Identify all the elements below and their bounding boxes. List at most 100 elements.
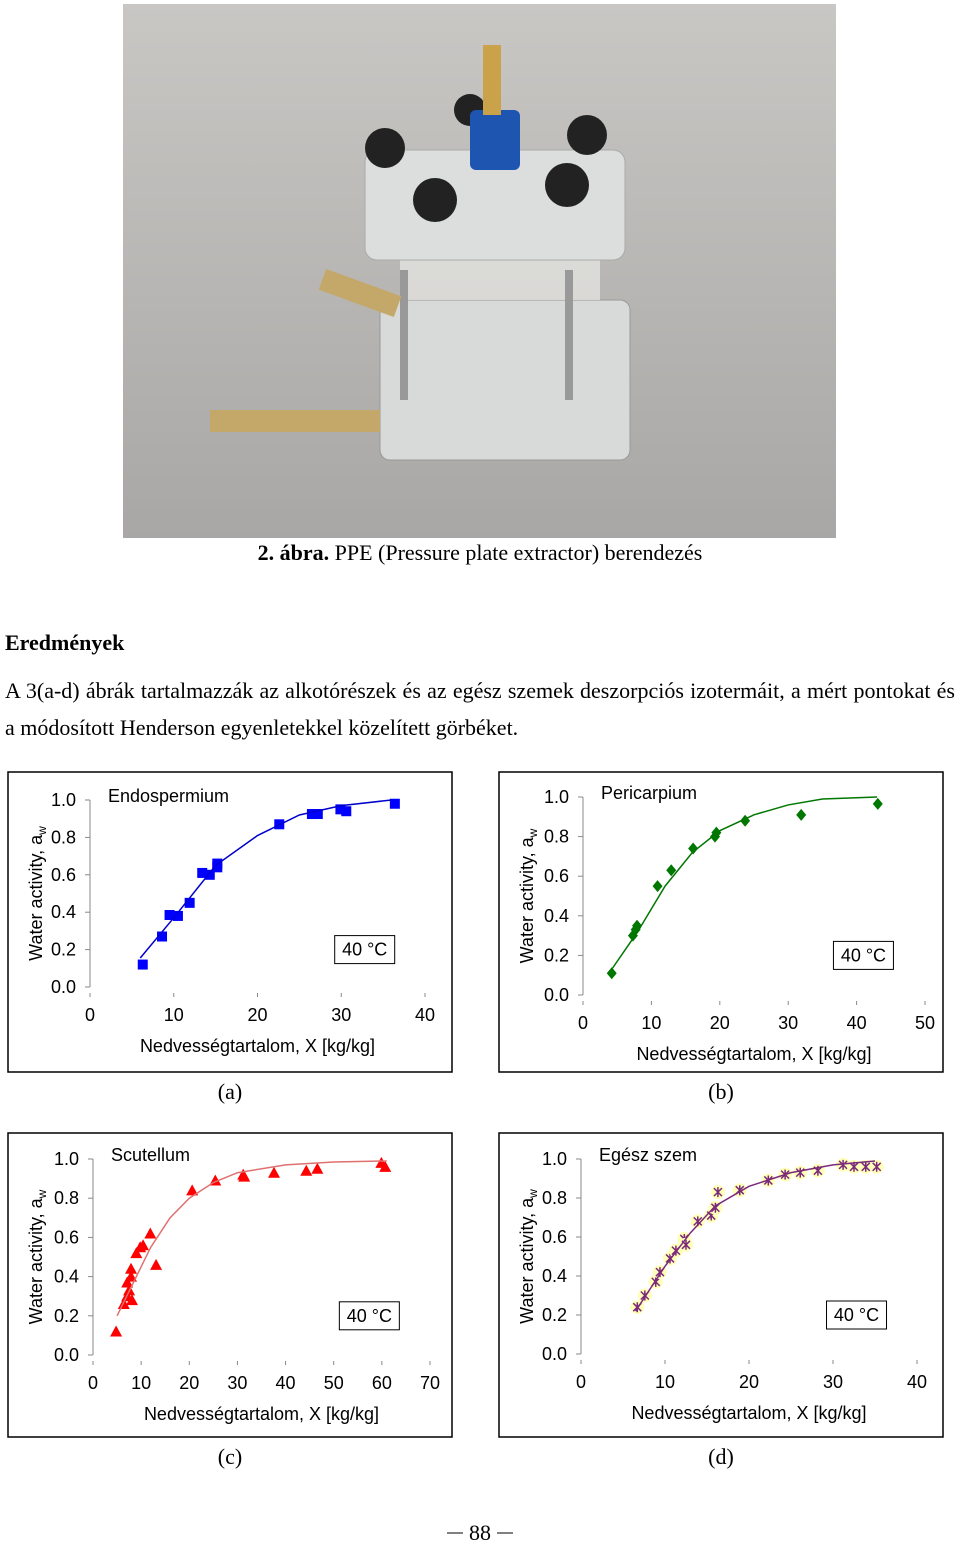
x-tick-label: 0 [85,1005,95,1025]
annotation-box [334,935,396,965]
x-tick-label: 40 [415,1005,435,1025]
point [172,910,183,921]
point [268,1166,281,1178]
x-tick-label: 20 [710,1013,730,1033]
x-tick-label: 0 [576,1372,586,1392]
x-tick-label: 0 [578,1013,588,1033]
photo [123,4,836,538]
y-tick-label: 0.4 [51,902,76,922]
annotation: 40 °C [347,1306,392,1326]
y-tick-label: 0.6 [51,865,76,885]
y-tick-label: 0.0 [542,1344,567,1364]
point [184,897,195,908]
y-tick-label: 1.0 [542,1149,567,1169]
point [796,808,807,821]
x-tick-label: 20 [179,1373,199,1393]
fit-curve [139,799,392,959]
chart: 0.0 0.2 0.4 0.6 0.8 1.0 0 10 20 30 40 50 60 70 Scutell… [7,1132,453,1469]
annotation-box [832,940,894,970]
point [130,1247,143,1259]
annotation: 40 °C [841,945,886,965]
x-axis-label: Nedvességtartalom, X [kg/kg] [140,1036,375,1056]
point [606,967,617,980]
y-tick-label: 0.4 [542,1266,567,1286]
y-axis-label-text: Water activity, a [26,1197,46,1324]
x-tick-label: 70 [420,1373,440,1393]
point [150,1258,163,1270]
y-tick-label: 0.2 [544,945,569,965]
point [137,1239,150,1251]
y-tick-label: 0.8 [544,827,569,847]
y-tick-label: 0.2 [542,1305,567,1325]
chart-frame [7,771,453,1073]
caption-label: 2. ábra. [258,540,330,565]
caption-text: PPE (Pressure plate extractor) berendezé… [335,540,703,565]
point [861,1161,871,1172]
point [335,804,346,815]
panel-label: (b) [708,1079,734,1104]
y-axis-label-sub: w [35,1189,49,1199]
point [212,862,223,873]
point [872,797,883,810]
chart-title: Scutellum [111,1145,190,1165]
y-axis-label: Water activity, aw [517,828,540,963]
y-tick-label: 0.0 [544,985,569,1005]
fit-curve [609,796,878,972]
heading: Eredmények [5,630,125,655]
x-tick-label: 10 [655,1372,675,1392]
annotation-box [338,1301,400,1331]
page-number: 88 [469,1520,491,1545]
chart-frame [7,1132,453,1438]
x-tick-label: 0 [88,1373,98,1393]
point [389,798,400,809]
y-axis-label: Water activity, aw [26,826,49,961]
x-tick-label: 10 [641,1013,661,1033]
point [238,1170,251,1182]
paragraph: A 3(a-d) ábrák tartalmazzák az alkotórés… [5,678,955,740]
point [652,880,663,893]
chart-title: Pericarpium [601,783,697,803]
chart-title: Egész szem [599,1145,697,1165]
annotation: 40 °C [342,940,387,960]
point [666,864,677,877]
y-tick-label: 0.2 [54,1306,79,1326]
y-axis-label-sub: w [526,828,540,838]
panel-label: (c) [218,1444,242,1469]
x-axis-label: Nedvességtartalom, X [kg/kg] [144,1404,379,1424]
x-tick-label: 20 [247,1005,267,1025]
x-tick-label: 30 [823,1372,843,1392]
y-tick-label: 1.0 [51,790,76,810]
y-axis-label: Water activity, aw [26,1189,49,1324]
x-axis-label: Nedvességtartalom, X [kg/kg] [631,1403,866,1423]
y-tick-label: 0.8 [54,1188,79,1208]
point [312,809,323,820]
x-tick-label: 40 [276,1373,296,1393]
x-tick-label: 30 [778,1013,798,1033]
point [110,1325,123,1337]
x-tick-label: 60 [372,1373,392,1393]
point [137,959,148,970]
y-axis-label-text: Water activity, a [517,836,537,963]
point [157,931,168,942]
point [306,809,317,820]
panel-label: (a) [218,1079,242,1104]
y-tick-label: 1.0 [54,1149,79,1169]
point [838,1159,848,1170]
point [125,1294,138,1306]
fit-curve [634,1160,876,1312]
x-tick-label: 20 [739,1372,759,1392]
x-tick-label: 50 [324,1373,344,1393]
point [379,1160,392,1172]
fit-curve [116,1160,387,1317]
x-axis-label: Nedvességtartalom, X [kg/kg] [636,1044,871,1064]
point [688,842,699,855]
point [186,1184,199,1196]
y-axis-label: Water activity, aw [517,1189,540,1324]
y-axis-label-text: Water activity, a [517,1197,537,1324]
chart: 0.0 0.2 0.4 0.6 0.8 1.0 0 10 20 30 40 Endospermium N… [7,771,453,1104]
y-tick-label: 0.6 [54,1227,79,1247]
chart-frame [498,771,944,1073]
y-tick-label: 0.6 [542,1227,567,1247]
point [197,867,208,878]
